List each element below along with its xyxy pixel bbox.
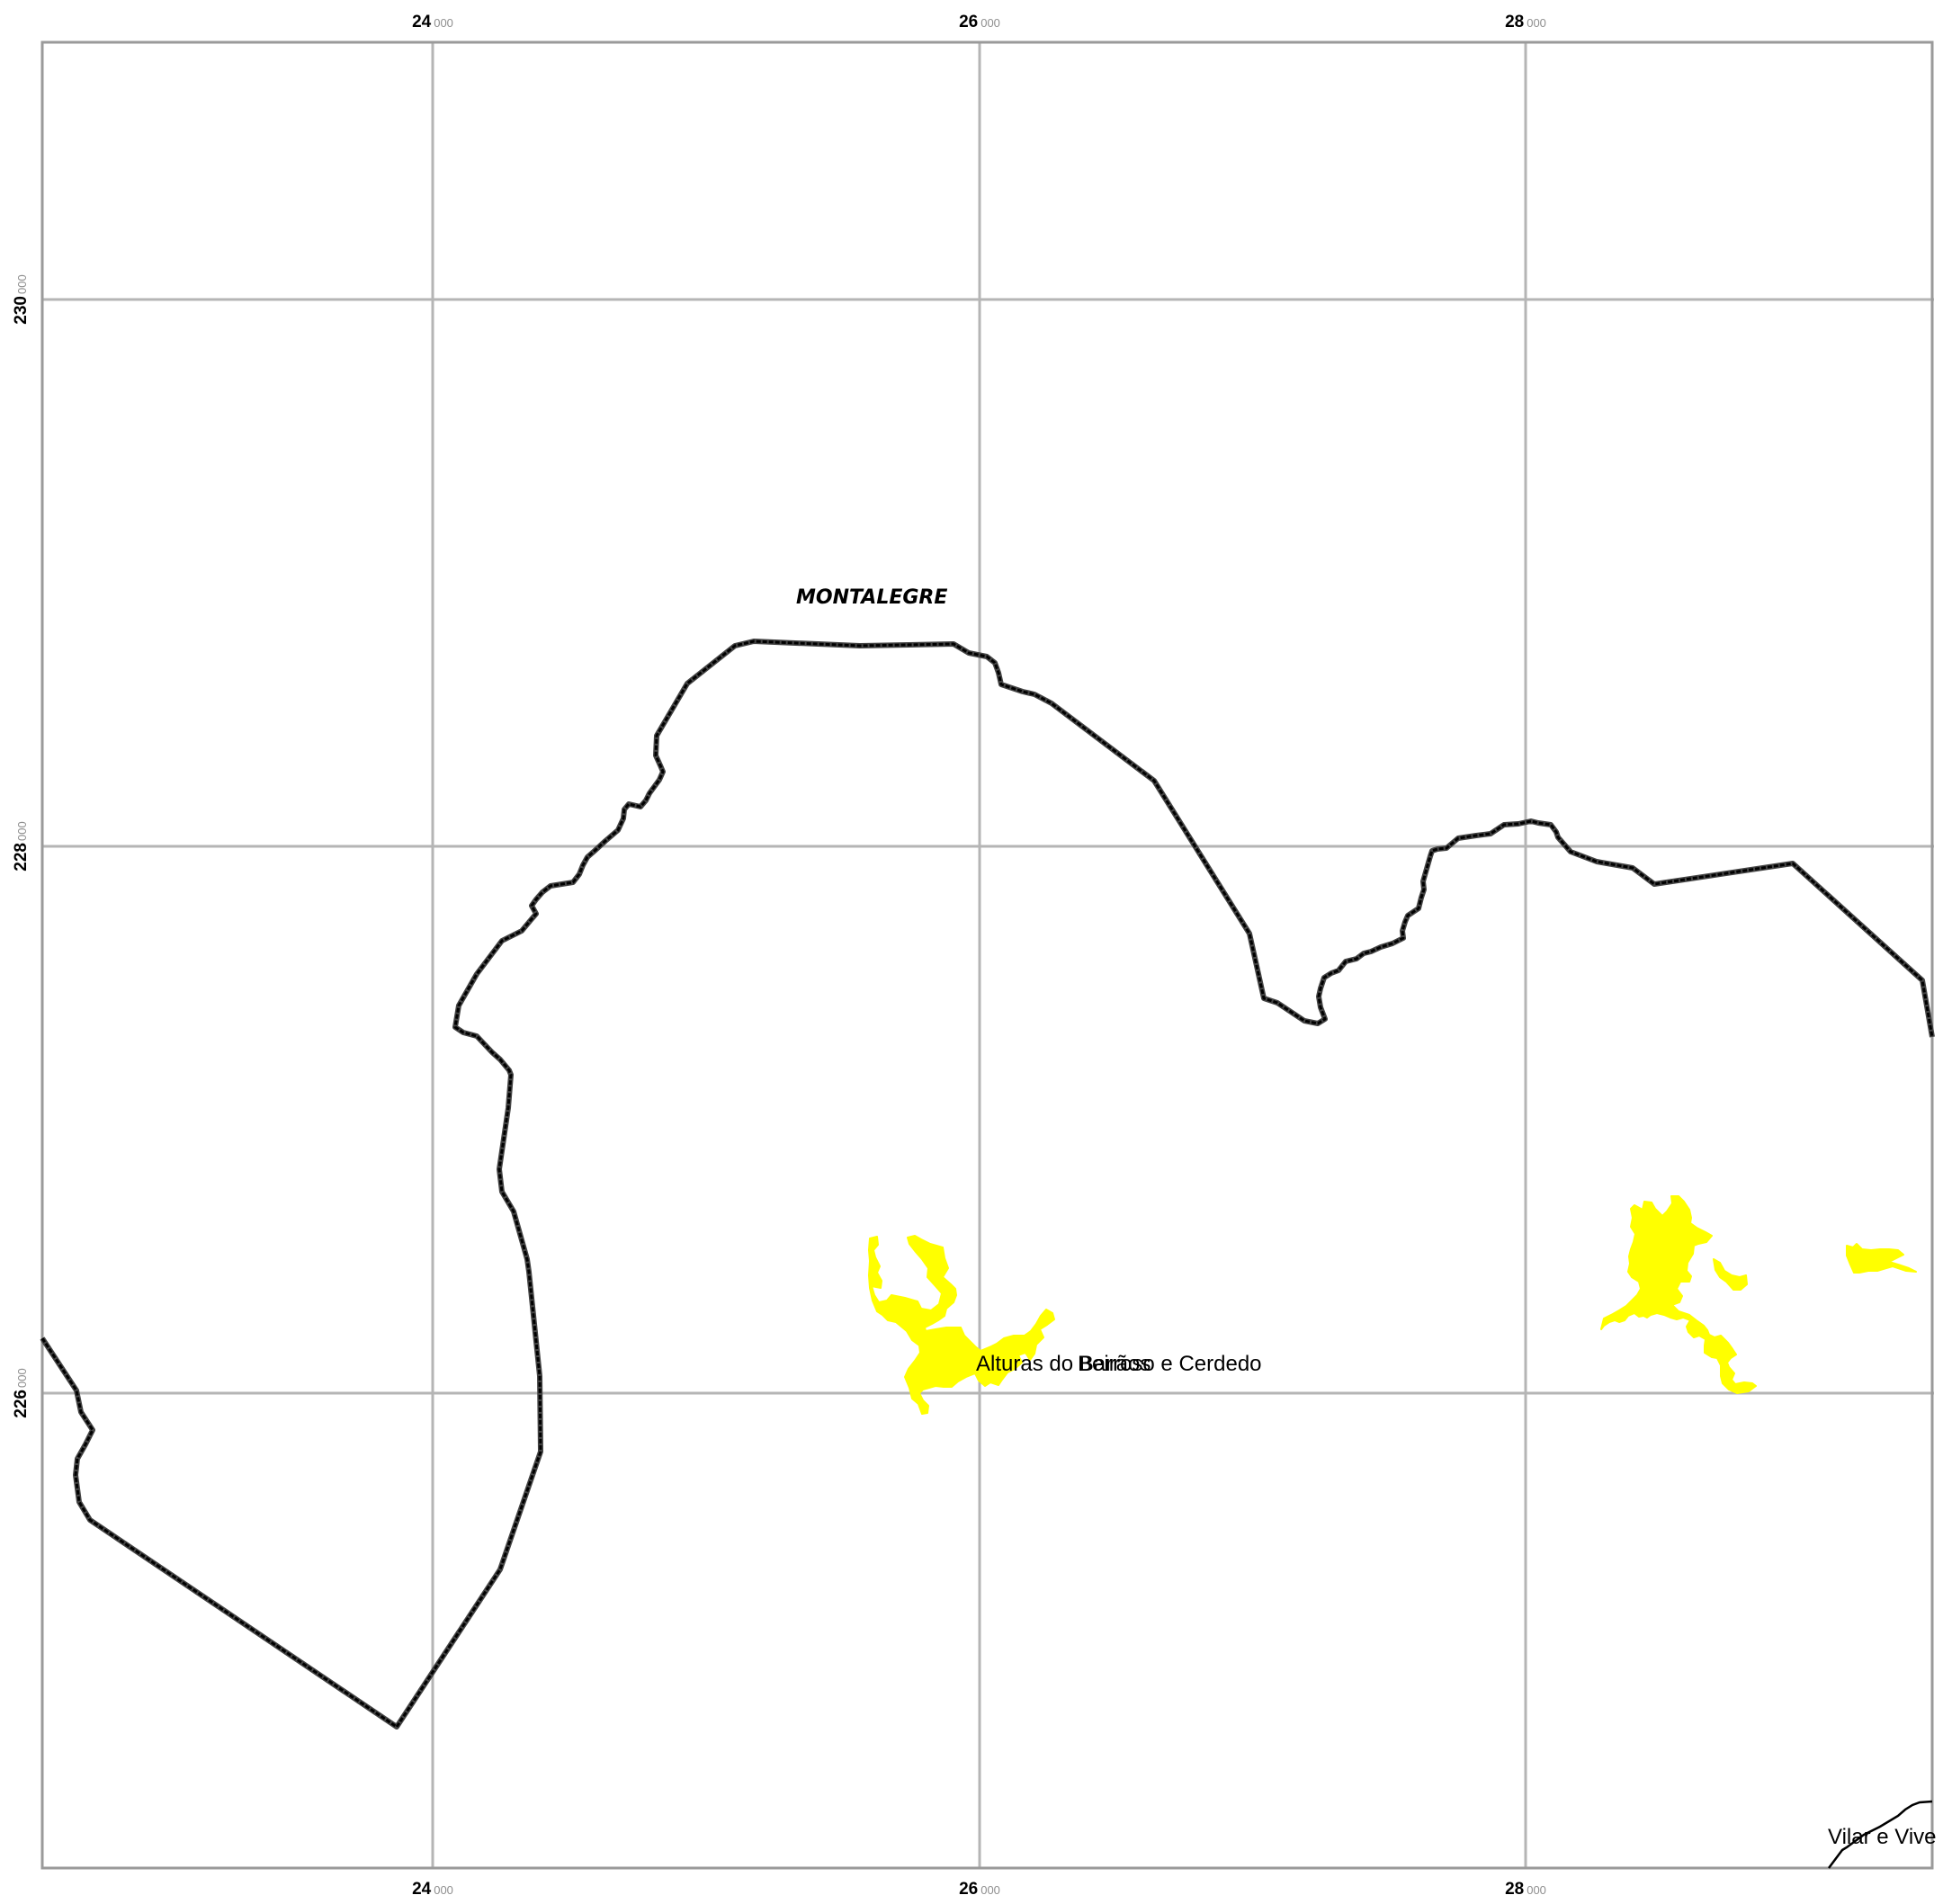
parish-label-beiraos: Beirãos [1078, 1352, 1151, 1376]
parish-boundary-corner [1828, 1800, 1933, 1869]
boundary-line [40, 639, 1934, 1729]
tick-left-228000: 228000 [12, 821, 31, 871]
municipality-label: MONTALEGRE [796, 586, 947, 609]
parish-label-alturas-do-barroso: Alturas do Barroso e Cerdedo [976, 1352, 1262, 1376]
tick-top-24000: 24 000 [412, 13, 453, 31]
tick-left-226000: 226000 [12, 1368, 31, 1417]
settlement-beiraos[interactable] [1600, 1195, 1757, 1394]
settlement-east[interactable] [1846, 1243, 1917, 1274]
municipal-boundary[interactable] [40, 639, 1935, 1730]
tick-bottom-28000: 28 000 [1505, 1880, 1546, 1899]
map-frame [40, 40, 1934, 1870]
settlement-alturas-do-barroso[interactable] [868, 1235, 1055, 1415]
tick-left-230000: 230000 [12, 274, 31, 324]
tick-bottom-24000: 24 000 [412, 1880, 453, 1899]
tick-top-28000: 28 000 [1505, 13, 1546, 31]
tick-top-26000: 26 000 [959, 13, 1000, 31]
settlement-areas[interactable] [868, 1195, 1917, 1415]
grid-lines [42, 42, 1934, 1868]
tick-bottom-26000: 26 000 [959, 1880, 1000, 1899]
boundary-halo [40, 639, 1935, 1730]
parish-label-vilar-e-vive: Vilar e Vive [1828, 1825, 1937, 1849]
